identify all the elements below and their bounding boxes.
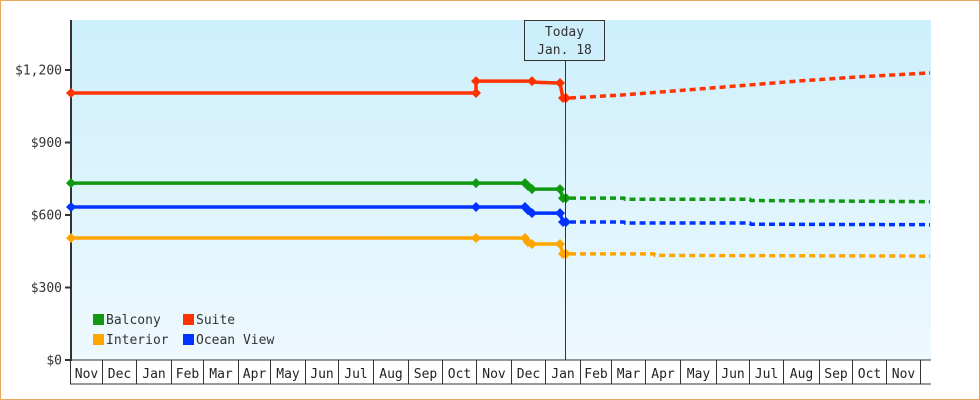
month-label: Aug bbox=[790, 367, 813, 382]
month-label: Dec bbox=[517, 367, 540, 382]
data-point-marker[interactable] bbox=[66, 87, 76, 98]
today-date: Jan. 18 bbox=[537, 43, 592, 58]
x-axis-months: Nov Dec Jan Feb Mar Apr May Jun Jul Aug Sep Oct Nov D… bbox=[70, 360, 931, 385]
legend-item-suite[interactable]: Suite bbox=[183, 313, 235, 328]
legend-swatch bbox=[93, 334, 104, 345]
month-label: Oct bbox=[858, 367, 881, 382]
month-label: Jun bbox=[721, 367, 744, 382]
month-label: Apr bbox=[651, 367, 675, 382]
data-point-marker[interactable] bbox=[471, 76, 481, 87]
data-point-marker[interactable] bbox=[527, 239, 537, 249]
plot-area bbox=[71, 20, 931, 360]
series-ocean-view bbox=[66, 202, 931, 228]
legend-item-balcony[interactable]: Balcony bbox=[93, 313, 161, 328]
data-point-marker[interactable] bbox=[527, 76, 537, 87]
today-marker: Today Jan. 18 bbox=[524, 20, 605, 360]
data-point-marker[interactable] bbox=[471, 178, 481, 189]
data-point-marker[interactable] bbox=[527, 184, 537, 195]
month-label: Mar bbox=[617, 367, 641, 382]
month-label: Sep bbox=[414, 367, 438, 382]
today-label: Today bbox=[545, 25, 584, 40]
series-balcony bbox=[66, 178, 931, 204]
data-point-marker[interactable] bbox=[66, 178, 76, 189]
data-point-marker[interactable] bbox=[471, 87, 481, 98]
month-label: May bbox=[687, 367, 711, 382]
data-point-marker[interactable] bbox=[471, 232, 481, 243]
legend-label: Interior bbox=[106, 333, 169, 348]
y-tick-label: $600 bbox=[31, 209, 62, 224]
month-label: May bbox=[276, 367, 300, 382]
y-tick-label: $900 bbox=[31, 136, 62, 151]
series-layer bbox=[66, 71, 931, 259]
data-point-marker[interactable] bbox=[66, 202, 76, 213]
month-label: Mar bbox=[209, 367, 233, 382]
legend-swatch bbox=[93, 314, 104, 325]
month-label: Feb bbox=[584, 367, 608, 382]
legend-label: Suite bbox=[196, 313, 235, 328]
legend-label: Balcony bbox=[106, 313, 161, 328]
legend: Balcony Suite Interior Ocean View bbox=[93, 313, 274, 348]
data-point-marker[interactable] bbox=[555, 184, 565, 195]
data-point-marker[interactable] bbox=[555, 78, 565, 89]
legend-item-ocean-view[interactable]: Ocean View bbox=[183, 333, 274, 348]
month-label: Apr bbox=[243, 367, 267, 382]
month-label: Nov bbox=[482, 367, 506, 382]
month-label: Jun bbox=[310, 367, 333, 382]
data-point-marker[interactable] bbox=[527, 208, 537, 219]
y-axis: $0 $300 $600 $900 $1,200 bbox=[15, 20, 931, 369]
data-point-marker[interactable] bbox=[66, 232, 76, 243]
month-label: Nov bbox=[892, 367, 916, 382]
month-label: Sep bbox=[824, 367, 848, 382]
month-label: Jan bbox=[551, 367, 574, 382]
today-label-box bbox=[524, 20, 605, 61]
month-label: Dec bbox=[108, 367, 131, 382]
month-label: Oct bbox=[448, 367, 471, 382]
y-tick-label: $300 bbox=[31, 281, 62, 296]
data-point-marker[interactable] bbox=[555, 208, 565, 219]
data-point-marker[interactable] bbox=[471, 202, 481, 213]
y-tick-label: $0 bbox=[46, 354, 62, 369]
y-tick-label: $1,200 bbox=[15, 64, 62, 79]
legend-swatch bbox=[183, 334, 194, 345]
legend-label: Ocean View bbox=[196, 333, 274, 348]
series-interior bbox=[66, 232, 931, 259]
month-label: Jan bbox=[142, 367, 165, 382]
legend-swatch bbox=[183, 314, 194, 325]
month-label: Jul bbox=[344, 367, 367, 382]
legend-item-interior[interactable]: Interior bbox=[93, 333, 169, 348]
data-point-marker[interactable] bbox=[555, 239, 565, 249]
month-label: Feb bbox=[176, 367, 200, 382]
month-label: Nov bbox=[75, 367, 99, 382]
month-label: Aug bbox=[379, 367, 402, 382]
month-label: Jul bbox=[755, 367, 778, 382]
